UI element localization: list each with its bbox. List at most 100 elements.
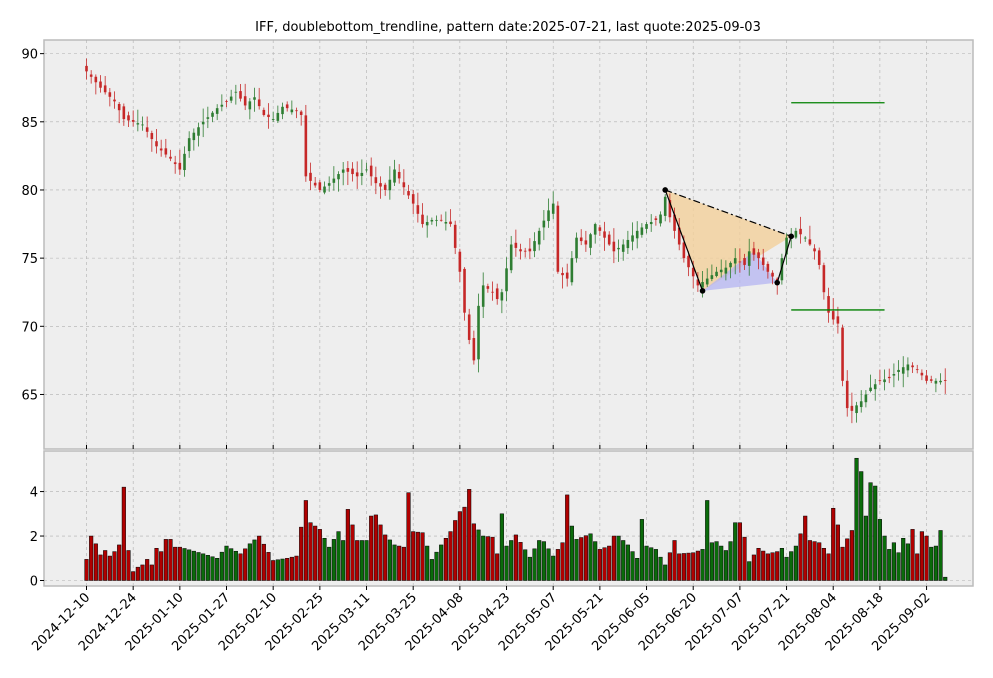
- volume-bar: [779, 548, 784, 581]
- candle-body: [458, 251, 462, 272]
- candle-body: [253, 97, 256, 100]
- candle-body: [178, 162, 182, 170]
- volume-bar: [597, 549, 602, 581]
- candle-body: [841, 327, 844, 381]
- candle-body: [547, 210, 550, 222]
- candle-body: [220, 104, 224, 107]
- candle-body: [691, 267, 695, 277]
- candle-body: [402, 182, 406, 188]
- volume-bar: [229, 548, 234, 581]
- candle-body: [579, 237, 583, 242]
- volume-bar: [149, 564, 154, 581]
- volume-bar: [285, 558, 290, 581]
- candle-body: [383, 184, 387, 190]
- candle-body: [332, 178, 336, 183]
- candle-body: [514, 242, 518, 248]
- candle-body: [920, 372, 924, 376]
- volume-bar: [135, 566, 140, 581]
- candle-body: [687, 255, 690, 268]
- volume-bar: [639, 519, 644, 581]
- volume-bar: [84, 559, 89, 581]
- candle-body: [155, 141, 158, 147]
- volume-bar: [915, 553, 920, 581]
- volume-bar: [317, 529, 322, 581]
- volume-bar: [723, 550, 728, 581]
- candle-body: [929, 379, 933, 381]
- volume-bar: [765, 553, 770, 581]
- volume-bar: [448, 531, 453, 581]
- candle-body: [262, 109, 266, 115]
- volume-bar: [588, 533, 593, 581]
- candle-body: [761, 257, 765, 265]
- candle-body: [803, 237, 807, 239]
- candle-body: [570, 258, 574, 283]
- volume-bar: [583, 535, 588, 581]
- candle-body: [486, 286, 490, 289]
- candle-body: [295, 110, 298, 112]
- candle-body: [313, 182, 317, 186]
- volume-bar: [131, 571, 136, 581]
- candle-body: [738, 261, 742, 263]
- candle-body: [827, 296, 830, 313]
- candle-body: [141, 124, 144, 126]
- volume-bar: [383, 534, 388, 581]
- candle-body: [164, 148, 168, 155]
- volume-bar: [658, 556, 663, 581]
- candle-body: [743, 258, 746, 265]
- pattern-triangle-fill: [665, 189, 792, 291]
- candle-body: [285, 104, 289, 109]
- candle-body: [435, 219, 438, 221]
- candle-body: [281, 106, 284, 115]
- volume-bar: [163, 539, 168, 581]
- volume-bar: [859, 471, 864, 581]
- volume-bar: [649, 547, 654, 581]
- pattern-trendline: [665, 189, 792, 237]
- volume-bar: [523, 549, 528, 581]
- volume-bar: [252, 539, 257, 581]
- candle-body: [626, 239, 630, 249]
- candle-body: [346, 168, 350, 172]
- volume-bar: [429, 559, 434, 581]
- candle-body: [94, 76, 98, 83]
- volume-bar: [411, 531, 416, 581]
- candle-body: [925, 375, 928, 381]
- volume-bar: [159, 551, 164, 581]
- volume-bar: [803, 515, 808, 581]
- volume-bar: [887, 549, 892, 581]
- candle-body: [873, 384, 877, 390]
- volume-bar: [863, 515, 868, 581]
- candle-body: [505, 268, 508, 292]
- volume-bar: [667, 552, 672, 581]
- candle-body: [645, 224, 648, 229]
- candle-body: [369, 165, 373, 177]
- candle-body: [379, 183, 382, 187]
- candle-body: [575, 237, 578, 259]
- volume-bar: [733, 522, 738, 581]
- volume-bar: [98, 554, 103, 581]
- volume-bar: [322, 538, 327, 581]
- volume-bar: [938, 530, 943, 581]
- volume-bar: [616, 535, 621, 581]
- candle-body: [640, 227, 644, 235]
- candle-body: [654, 218, 658, 220]
- volume-bar: [747, 561, 752, 581]
- candle-body: [444, 222, 448, 224]
- volume-bar: [798, 533, 803, 581]
- volume-bar: [541, 541, 546, 581]
- candle-body: [150, 133, 154, 140]
- price-tick-label: 85: [21, 116, 38, 131]
- candle-body: [822, 265, 826, 293]
- candle-body: [299, 111, 303, 115]
- pattern-point: [699, 288, 706, 294]
- volume-bar: [602, 547, 607, 581]
- candle-body: [206, 117, 210, 119]
- volume-bar: [607, 545, 612, 581]
- candle-body: [598, 227, 602, 231]
- candle-body: [523, 250, 527, 252]
- candle-body: [187, 138, 191, 152]
- volume-bar: [789, 551, 794, 581]
- volume-bar: [247, 543, 252, 581]
- volume-bar: [481, 535, 486, 581]
- candle-body: [911, 365, 914, 368]
- volume-bar: [761, 550, 766, 581]
